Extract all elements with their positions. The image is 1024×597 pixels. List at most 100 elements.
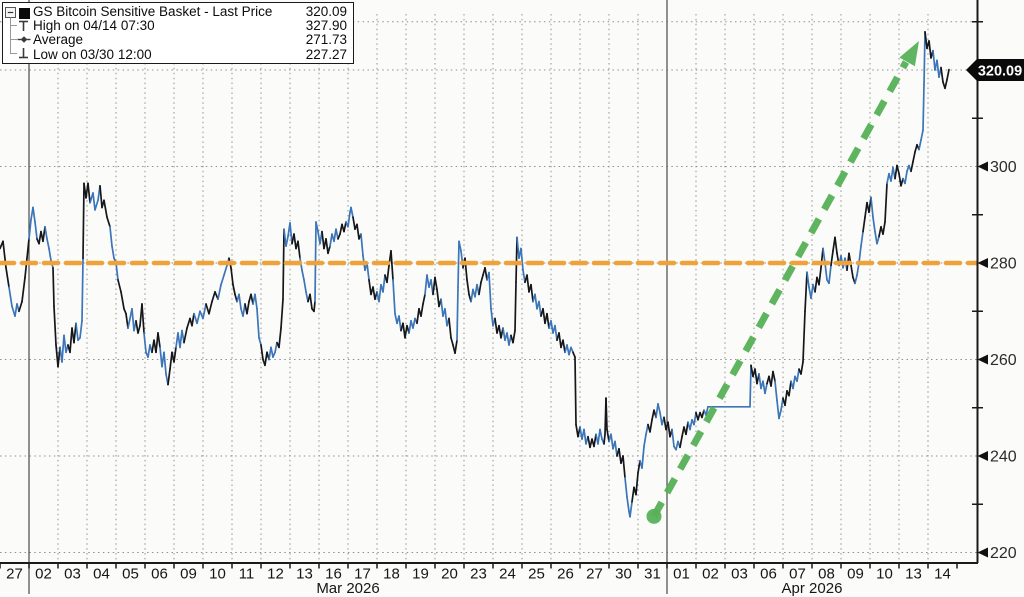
price-series-segment	[303, 279, 307, 293]
average-marker-icon	[17, 36, 31, 43]
price-series-segment	[898, 172, 902, 187]
price-series-segment	[876, 235, 880, 245]
x-axis-day-label: 30	[615, 566, 632, 583]
price-series-segment	[208, 300, 213, 315]
price-series-segment	[522, 269, 526, 284]
price-series-segment	[246, 300, 250, 315]
price-series-segment	[605, 397, 608, 431]
price-series-segment	[223, 264, 228, 276]
low-marker-icon	[19, 48, 28, 59]
last-price-badge	[966, 59, 1024, 81]
y-tick-arrow-icon	[977, 451, 988, 461]
price-series-segment	[278, 327, 282, 349]
legend-tree	[5, 7, 31, 59]
price-series-segment	[936, 59, 940, 79]
price-series-segment	[217, 283, 222, 301]
x-axis-day-label: 04	[93, 566, 110, 583]
price-series-segment	[48, 247, 52, 262]
price-series-segment	[806, 271, 810, 288]
price-series-segment	[534, 293, 538, 310]
price-series-segment	[583, 428, 587, 445]
price-series-segment	[141, 303, 145, 334]
price-series-segment	[293, 233, 297, 250]
price-series-segment	[550, 320, 554, 334]
price-series-segment	[289, 222, 293, 245]
price-series-segment	[515, 236, 518, 284]
price-series-segment	[82, 182, 85, 260]
price-series-segment	[538, 300, 542, 317]
legend-average-row: Average 271.73	[33, 33, 347, 47]
price-series-segment	[137, 324, 141, 334]
price-series-segment	[924, 31, 928, 50]
price-series-segment	[167, 368, 171, 386]
price-series-segment	[450, 336, 454, 346]
price-series-segment	[792, 375, 796, 390]
x-axis-day-label: 03	[731, 566, 748, 583]
price-series-segment	[693, 411, 697, 426]
price-series-segment	[386, 264, 390, 284]
price-series-segment	[457, 240, 460, 288]
price-series-segment	[774, 380, 778, 402]
price-series-segment	[79, 320, 83, 339]
price-series-segment	[822, 247, 826, 264]
price-series-segment	[854, 274, 858, 285]
x-axis-day-label: 18	[383, 566, 400, 583]
price-series-segment	[454, 339, 458, 355]
price-series-segment	[631, 486, 635, 503]
price-series-segment	[554, 324, 558, 342]
price-series-segment	[772, 370, 776, 383]
price-series-segment	[313, 300, 316, 313]
price-series-segment	[392, 279, 396, 315]
price-series-segment	[270, 346, 274, 358]
price-series-segment	[109, 225, 113, 247]
price-series-segment	[614, 440, 618, 457]
y-tick-label: 280	[990, 256, 1017, 273]
price-series-segment	[297, 240, 301, 260]
price-series-segment	[191, 312, 195, 327]
price-series-segment	[624, 476, 628, 498]
price-series-segment	[862, 216, 866, 233]
price-series-segment	[922, 83, 925, 132]
trend-arrow-start-dot	[646, 508, 662, 524]
price-series-segment	[599, 428, 603, 440]
price-series-segment	[337, 233, 341, 240]
price-series-segment	[5, 266, 10, 288]
price-series-segment	[514, 281, 517, 332]
price-series-segment	[858, 245, 862, 264]
x-axis-day-label: 23	[470, 566, 487, 583]
last-price-badge-value: 320.09	[978, 64, 1022, 80]
price-series-segment	[685, 421, 689, 436]
x-axis-day-label: 12	[267, 566, 284, 583]
x-axis-day-label: 06	[151, 566, 168, 583]
x-axis-day-label: 10	[209, 566, 226, 583]
price-series-segment	[659, 411, 663, 426]
price-series-segment	[238, 293, 242, 310]
price-series-segment	[874, 230, 878, 245]
price-series-segment	[87, 182, 91, 204]
price-series-segment	[570, 346, 574, 354]
price-series-segment	[173, 346, 177, 363]
price-series-segment	[490, 307, 494, 327]
price-series-segment	[32, 206, 36, 223]
x-axis-day-label: 20	[441, 566, 458, 583]
price-series-segment	[618, 447, 622, 465]
price-series-segment	[804, 271, 808, 313]
price-series-segment	[211, 291, 216, 303]
price-series-segment	[321, 230, 325, 250]
price-series-segment	[424, 274, 428, 296]
price-series-segment	[679, 435, 683, 449]
price-series-segment	[123, 307, 127, 315]
price-series-segment	[254, 293, 258, 310]
price-series-segment	[368, 279, 372, 296]
price-series-segment	[944, 78, 948, 90]
price-series-segment	[778, 409, 782, 420]
price-series-segment	[912, 151, 916, 163]
x-axis-day-label: 03	[64, 566, 81, 583]
price-series-segment	[824, 262, 828, 281]
legend-collapse-toggle-icon[interactable]	[5, 7, 16, 18]
y-tick-arrow-icon	[977, 547, 988, 558]
price-series-segment	[882, 221, 886, 235]
price-series-segment	[546, 312, 550, 329]
price-series-segment	[610, 433, 614, 450]
